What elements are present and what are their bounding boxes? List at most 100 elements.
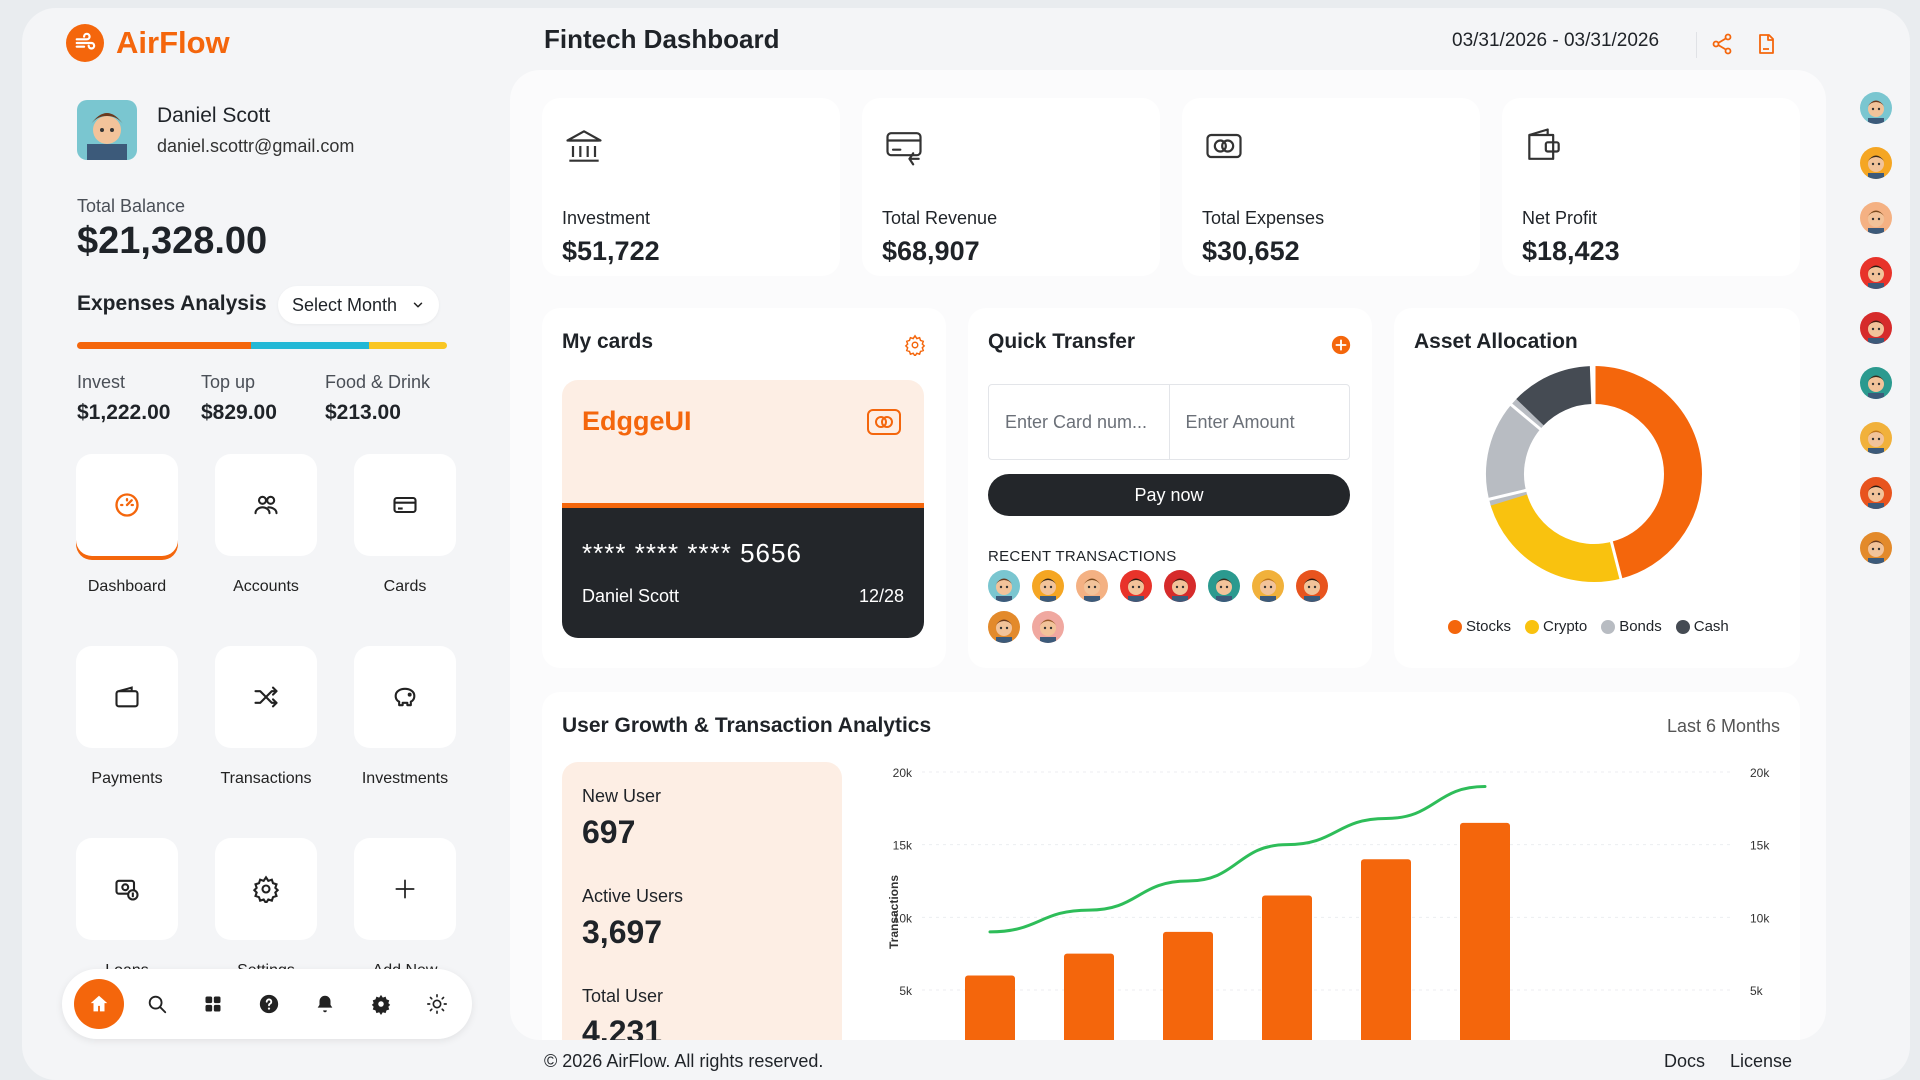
nav-tile: [76, 838, 178, 940]
stat-value: $18,423: [1522, 236, 1620, 266]
nav-tile: [215, 838, 317, 940]
settings-button[interactable]: [358, 981, 404, 1027]
recent-contact-avatar[interactable]: [1296, 570, 1328, 602]
new-user-value: 697: [582, 814, 636, 850]
nav-item-cards[interactable]: Cards: [354, 454, 456, 596]
grid-icon: [205, 996, 221, 1012]
docs-link[interactable]: Docs: [1664, 1051, 1706, 1071]
asset-legend: Stocks Crypto Bonds Cash: [1448, 618, 1729, 635]
chart-bar: [1064, 953, 1114, 1040]
chart-bar: [1163, 931, 1213, 1040]
recent-contact-avatar[interactable]: [1208, 570, 1240, 602]
nav-tile: [354, 646, 456, 748]
settings-gear-icon[interactable]: [904, 334, 926, 356]
credit-card[interactable]: EdggeUI **** **** **** 5656 Daniel Scott…: [562, 380, 924, 638]
analytics-panel: User Growth & Transaction Analytics Last…: [542, 692, 1800, 1040]
contact-avatar[interactable]: [1860, 312, 1892, 344]
nav-item-accounts[interactable]: Accounts: [215, 454, 317, 596]
contact-avatar[interactable]: [1860, 202, 1892, 234]
card-expiry: 12/28: [858, 586, 904, 606]
y-axis-label: Transactions: [887, 875, 901, 949]
legend-label: Stocks: [1466, 618, 1512, 635]
legend-item: Bonds: [1601, 618, 1662, 635]
recent-contact-avatar[interactable]: [1032, 570, 1064, 602]
transfer-inputs: [988, 384, 1350, 460]
user-profile[interactable]: Daniel Scott daniel.scottr@gmail.com: [77, 100, 354, 160]
contact-avatar[interactable]: [1860, 477, 1892, 509]
legend-dot: [1675, 619, 1690, 634]
card-holder: Daniel Scott: [582, 586, 680, 606]
card-number: **** **** **** 5656: [582, 538, 802, 568]
nav-item-payments[interactable]: Payments: [76, 646, 178, 788]
theme-toggle-button[interactable]: [414, 981, 460, 1027]
nav-item-investments[interactable]: Investments: [354, 646, 456, 788]
nav-item-transactions[interactable]: Transactions: [215, 646, 317, 788]
quick-transfer-title: Quick Transfer: [988, 330, 1136, 353]
stat-card-total-revenue[interactable]: Total Revenue $68,907: [862, 98, 1160, 276]
analytics-title: User Growth & Transaction Analytics: [562, 714, 932, 737]
month-select[interactable]: Select Month: [278, 286, 440, 324]
analytics-chart[interactable]: 20k 20k 15k 15k 10k 10k 5k 5k Transactions Users: [872, 762, 1772, 1040]
legend-item: Crypto: [1525, 618, 1587, 635]
stat-card-investment[interactable]: Investment $51,722: [542, 98, 840, 276]
share-icon[interactable]: [1710, 32, 1734, 56]
bell-icon: [317, 995, 333, 1013]
nav-item-loans[interactable]: Loans: [76, 838, 178, 980]
apps-button[interactable]: [190, 981, 236, 1027]
header-divider: [1696, 32, 1697, 58]
help-button[interactable]: [246, 981, 292, 1027]
chevron-down-icon: [413, 302, 423, 308]
contact-avatar[interactable]: [1860, 532, 1892, 564]
contact-avatar[interactable]: [1860, 367, 1892, 399]
add-circle-icon[interactable]: [1330, 334, 1352, 356]
bottom-toolbar: [62, 969, 472, 1039]
stat-card-total-expenses[interactable]: Total Expenses $30,652: [1182, 98, 1480, 276]
contact-avatar[interactable]: [1860, 257, 1892, 289]
total-user-label: Total User: [582, 986, 664, 1006]
nav-label: Accounts: [233, 578, 299, 595]
expense-stat: Top up $829.00: [201, 372, 301, 425]
legend-label: Crypto: [1543, 618, 1588, 635]
nav-item-add-new[interactable]: Add New: [354, 838, 456, 980]
home-button[interactable]: [74, 979, 124, 1029]
nav-label: Cards: [383, 578, 427, 595]
expenses-bar-food: [369, 342, 447, 349]
money-icon: [1206, 133, 1242, 159]
pay-now-button[interactable]: Pay now: [988, 474, 1350, 516]
recent-contact-avatar[interactable]: [1164, 570, 1196, 602]
y2-tick-label: 20k: [1750, 766, 1770, 780]
notifications-button[interactable]: [302, 981, 348, 1027]
recent-contact-avatar[interactable]: [988, 611, 1020, 643]
search-button[interactable]: [134, 981, 180, 1027]
nav-item-dashboard[interactable]: Dashboard: [76, 454, 178, 596]
pdf-export-icon[interactable]: [1754, 32, 1778, 56]
credit-card-top: EdggeUI: [562, 380, 924, 508]
asset-donut-chart[interactable]: [1484, 364, 1704, 584]
recent-contact-avatar[interactable]: [1076, 570, 1108, 602]
recent-contact-avatar[interactable]: [1032, 611, 1064, 643]
amount-input[interactable]: [1169, 385, 1349, 459]
legend-item: Stocks: [1448, 618, 1511, 635]
help-icon: [259, 994, 279, 1014]
asset-allocation-panel: Asset Allocation: [1394, 308, 1800, 668]
settings-icon: [371, 994, 391, 1015]
nav-item-settings[interactable]: Settings: [215, 838, 317, 980]
recent-contact-avatar[interactable]: [1252, 570, 1284, 602]
period-select[interactable]: Last 6 Months: [1666, 716, 1780, 736]
gear-icon: [252, 875, 280, 903]
expenses-bar: [77, 342, 447, 349]
contact-avatar[interactable]: [1860, 422, 1892, 454]
y-tick-label: 15k: [893, 839, 913, 853]
stat-card-net-profit[interactable]: Net Profit $18,423: [1502, 98, 1800, 276]
recent-contact-avatar[interactable]: [988, 570, 1020, 602]
contact-avatar[interactable]: [1860, 92, 1892, 124]
users-icon: [254, 495, 278, 515]
card-number-input[interactable]: [989, 385, 1170, 459]
expense-label: Top up: [201, 372, 256, 392]
date-range-picker[interactable]: 03/31/2026 - 03/31/2026: [1452, 30, 1660, 51]
legend-item: Cash: [1675, 618, 1729, 635]
contact-avatar[interactable]: [1860, 147, 1892, 179]
brand[interactable]: AirFlow: [66, 24, 230, 62]
license-link[interactable]: License: [1730, 1051, 1793, 1071]
recent-contact-avatar[interactable]: [1120, 570, 1152, 602]
